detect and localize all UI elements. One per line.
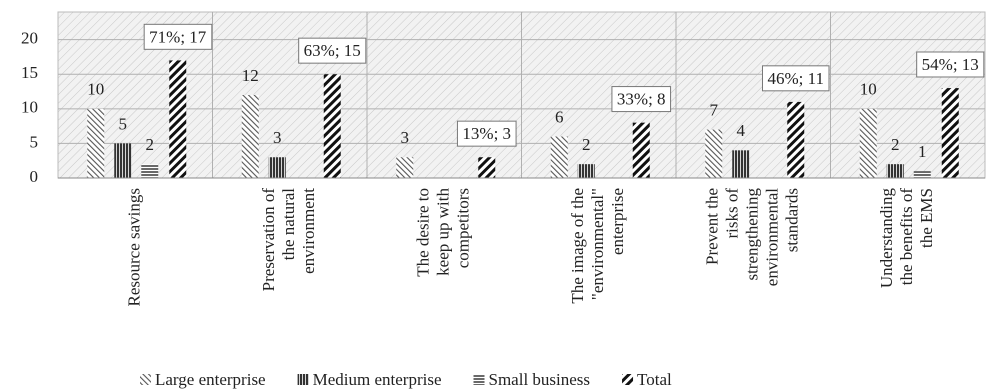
x-tick-label-line: Resource savings (124, 188, 143, 307)
bar (859, 108, 877, 178)
x-tick-label: Understandingthe benefits ofthe EMS (877, 188, 936, 289)
bar (941, 88, 959, 178)
legend-swatch (297, 374, 309, 385)
data-label-box (456, 120, 517, 147)
bar (550, 136, 568, 178)
bar (913, 171, 931, 178)
x-tick-label-line: competitors (453, 188, 472, 268)
bar (886, 164, 904, 178)
x-tick-label: Resource savings (124, 188, 143, 307)
data-label: 13%; 3 (462, 124, 511, 143)
legend-label: Medium enterprise (313, 370, 442, 389)
bar (632, 122, 650, 178)
x-tick-label-line: Understanding (877, 188, 896, 289)
data-label: 54%; 13 (922, 55, 979, 74)
legend-label: Small business (489, 370, 591, 389)
bar (396, 157, 414, 178)
x-tick-label-line: the benefits of (897, 188, 916, 286)
data-label-box (143, 23, 213, 50)
x-tick-label-line: risks of (722, 188, 741, 239)
x-tick-label-line: Prevent the (702, 188, 721, 265)
y-tick-label: 20 (21, 29, 38, 48)
x-tick-label-line: The desire to (413, 188, 432, 277)
y-tick-label: 5 (30, 132, 39, 151)
data-label-box (611, 86, 672, 113)
data-label: 12 (242, 66, 259, 85)
data-label-box (761, 65, 830, 92)
bar (577, 164, 595, 178)
data-label: 6 (555, 107, 564, 126)
data-label: 7 (710, 100, 719, 119)
data-label: 33%; 8 (617, 90, 666, 109)
data-label: 3 (273, 128, 282, 147)
bar (241, 95, 259, 178)
bar (268, 157, 286, 178)
x-tick-label-line: environmental (762, 188, 781, 286)
x-tick-label: The desire tokeep up withcompetitors (413, 188, 472, 277)
data-label: 4 (737, 121, 746, 140)
bar (169, 60, 187, 178)
x-tick-label-line: The image of the (568, 188, 587, 304)
x-tick-label-line: standards (782, 188, 801, 252)
data-label: 2 (146, 135, 155, 154)
data-label-box (916, 51, 985, 78)
data-label-box (298, 37, 367, 64)
data-label: 71%; 17 (149, 27, 207, 46)
x-tick-label-line: keep up with (433, 188, 452, 276)
data-label: 5 (119, 114, 128, 133)
data-label: 10 (860, 80, 877, 99)
data-label: 46%; 11 (767, 69, 824, 88)
data-label: 3 (401, 128, 410, 147)
bar (141, 164, 159, 178)
bar (87, 108, 105, 178)
y-tick-label: 0 (30, 167, 39, 186)
x-tick-label-line: the natural (279, 188, 298, 260)
x-tick-label-line: the EMS (917, 188, 936, 248)
data-label: 2 (891, 135, 900, 154)
bar (705, 129, 723, 178)
bar (478, 157, 496, 178)
legend-label: Large enterprise (155, 370, 266, 389)
legend-swatch (473, 374, 485, 385)
data-label: 63%; 15 (304, 41, 361, 60)
x-tick-label-line: strengthening (742, 188, 761, 281)
x-tick-label: The image of the"environmental"enterpris… (568, 188, 627, 304)
bar (787, 101, 805, 178)
x-tick-label-line: environment (299, 188, 318, 274)
x-tick-label-line: Preservation of (259, 188, 278, 292)
x-tick-label: Prevent therisks ofstrengtheningenvironm… (702, 188, 801, 287)
data-label: 10 (87, 80, 104, 99)
legend-swatch (140, 374, 151, 385)
data-label: 1 (918, 142, 927, 161)
bar (114, 143, 132, 178)
y-tick-label: 15 (21, 63, 38, 82)
x-tick-label-line: enterprise (608, 188, 627, 255)
y-tick-label: 10 (21, 98, 38, 117)
legend-swatch (622, 374, 634, 385)
x-tick-label: Preservation ofthe naturalenvironment (259, 188, 318, 292)
data-label: 2 (582, 135, 591, 154)
x-tick-label-line: "environmental" (588, 188, 607, 300)
legend-label: Total (637, 370, 672, 389)
bar (323, 74, 341, 178)
bar (732, 150, 750, 178)
